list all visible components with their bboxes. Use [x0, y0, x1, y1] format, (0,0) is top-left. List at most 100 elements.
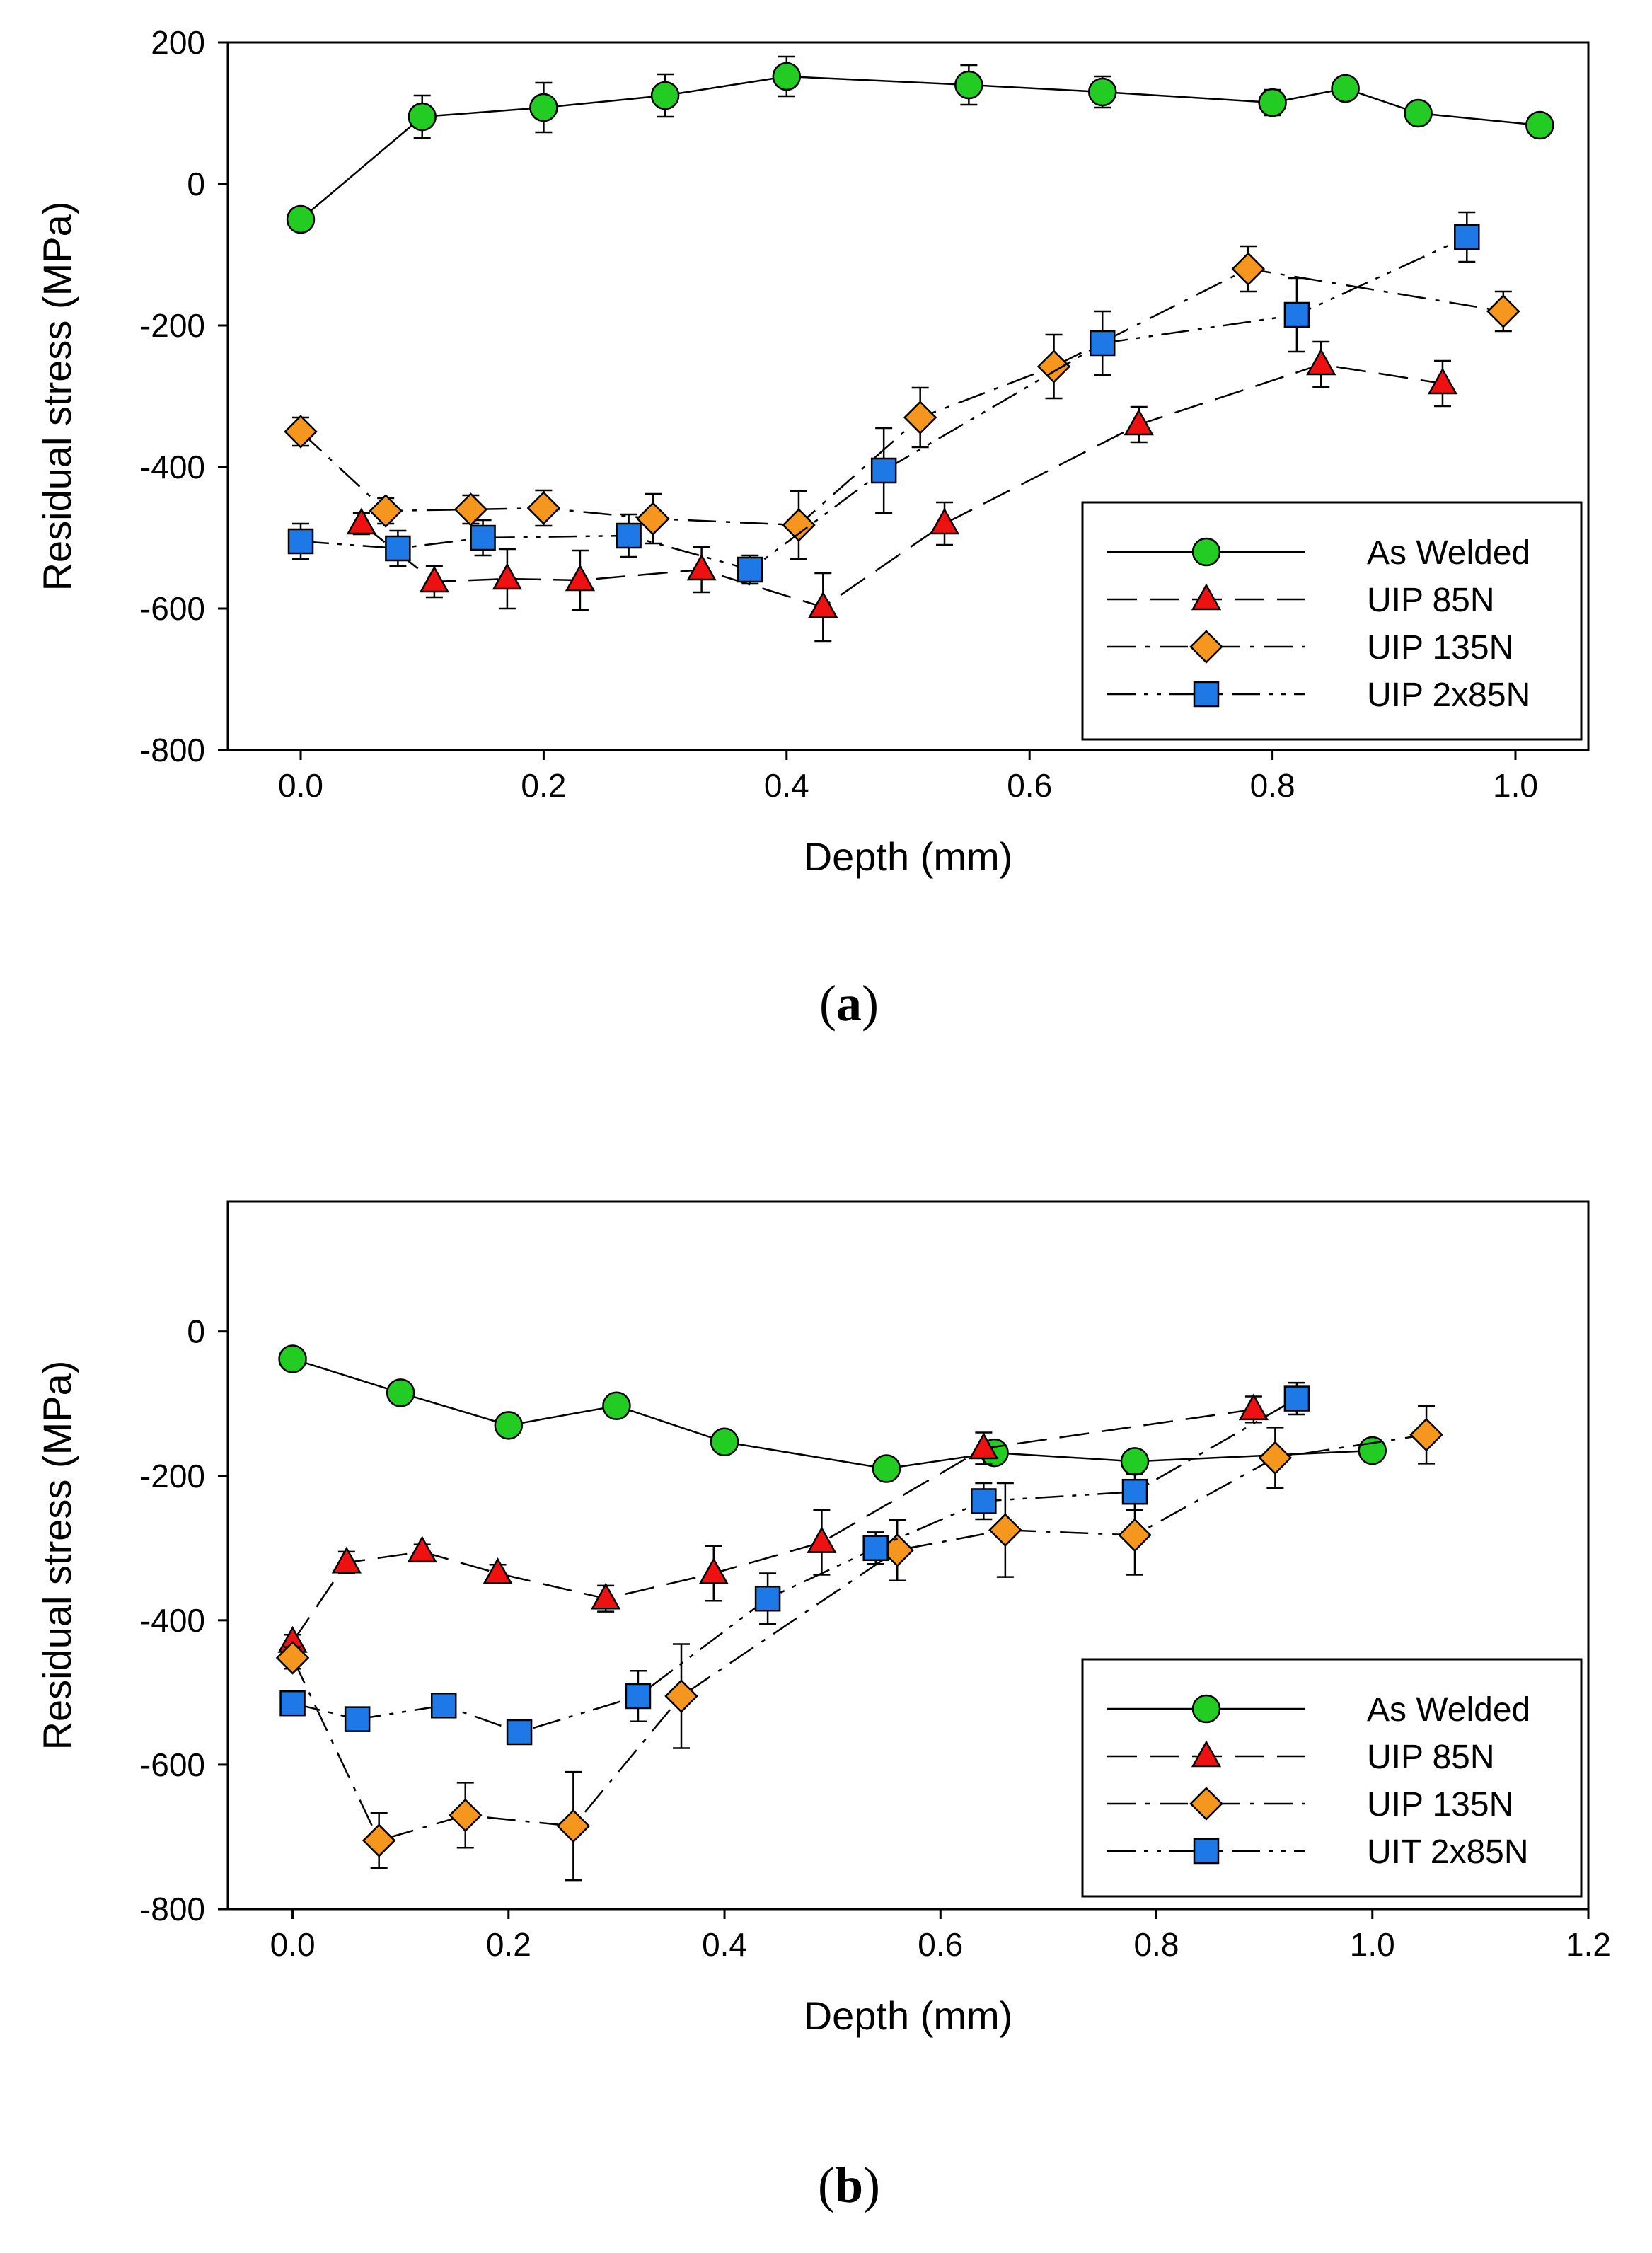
- data-point: [616, 522, 642, 549]
- data-point: [275, 1641, 310, 1675]
- y-tick-label: -400: [140, 1602, 205, 1639]
- data-point: [492, 563, 523, 590]
- series-uip-85n: [277, 1393, 1269, 1653]
- y-tick-label: -600: [140, 590, 205, 627]
- legend-marker: [1191, 1740, 1222, 1768]
- data-point: [470, 524, 496, 551]
- data-point: [1283, 1385, 1310, 1412]
- data-point: [556, 1809, 591, 1843]
- legend-label: UIP 85N: [1367, 1739, 1495, 1776]
- data-point: [870, 457, 897, 484]
- data-point: [872, 1454, 901, 1483]
- y-tick-label: 0: [187, 1313, 205, 1350]
- legend-frame: [1081, 501, 1583, 741]
- legend-label: UIP 135N: [1367, 629, 1513, 667]
- data-point: [284, 415, 318, 449]
- data-point: [903, 401, 937, 434]
- data-point: [331, 1546, 362, 1574]
- data-point: [506, 1719, 533, 1746]
- chart-panel-b: 0 -200 -400 -600 -800 0.0 0.2 0.4 0.6 0.8 1.0 1.2 De…: [35, 1200, 1611, 2038]
- y-tick-label: 200: [151, 24, 205, 61]
- data-point: [971, 1488, 997, 1514]
- data-point: [1089, 330, 1116, 357]
- legend: As Welded UIP 85N UIP 135N UIP 2x85N: [1081, 501, 1583, 741]
- data-point: [565, 564, 596, 592]
- data-point: [286, 204, 316, 234]
- data-point: [526, 491, 561, 525]
- legend-marker: [1193, 1838, 1220, 1865]
- data-point: [386, 1378, 415, 1407]
- data-point: [1454, 224, 1480, 250]
- legend-marker: [1191, 583, 1222, 611]
- data-point: [430, 1692, 457, 1719]
- x-tick-label: 0.2: [486, 1926, 531, 1963]
- legend-label: As Welded: [1367, 534, 1530, 572]
- data-point: [929, 507, 960, 535]
- data-point: [969, 1432, 999, 1460]
- series-line: [300, 267, 1504, 526]
- data-point: [602, 1391, 631, 1421]
- caption-b-letter: b: [835, 2157, 863, 2213]
- data-point: [1238, 1393, 1269, 1421]
- data-point: [362, 1823, 396, 1857]
- legend-marker: [1193, 681, 1220, 708]
- chart-panel-a: 200 0 -200 -400 -600 -800 0.0 0.2 0.4 0.6 0.8 1.0 De…: [35, 24, 1590, 879]
- legend-label: As Welded: [1367, 1691, 1530, 1729]
- series-as-welded: [278, 1344, 1387, 1483]
- x-tick-label: 0.6: [1007, 767, 1052, 804]
- data-point: [686, 553, 717, 581]
- y-axis-label: Residual stress (MPa): [35, 1361, 79, 1751]
- data-point: [1283, 301, 1310, 328]
- series-line: [291, 1434, 1427, 1842]
- data-point: [737, 556, 763, 583]
- data-point: [1258, 1441, 1293, 1475]
- data-point: [1087, 77, 1117, 107]
- data-point: [494, 1411, 524, 1440]
- data-point: [808, 591, 838, 618]
- data-point: [1036, 350, 1071, 384]
- data-point: [1427, 367, 1458, 395]
- data-point: [1231, 252, 1266, 286]
- y-tick-label: -600: [140, 1746, 205, 1783]
- x-axis-label: Depth (mm): [804, 834, 1013, 879]
- data-point: [346, 507, 376, 535]
- x-tick-label: 0.8: [1250, 767, 1295, 804]
- legend-marker: [1189, 1787, 1223, 1821]
- data-point: [650, 81, 680, 110]
- legend-label: UIP 85N: [1367, 582, 1495, 619]
- data-point: [407, 1535, 437, 1563]
- data-point: [1358, 1436, 1387, 1465]
- data-point: [1525, 110, 1554, 140]
- data-point: [448, 1798, 483, 1833]
- data-point: [1258, 88, 1287, 117]
- data-point: [754, 1585, 781, 1612]
- legend-label: UIT 2x85N: [1367, 1833, 1529, 1871]
- data-point: [1124, 408, 1154, 436]
- data-point: [1486, 294, 1520, 328]
- series-uip-135n: [275, 1405, 1443, 1882]
- x-axis-label: Depth (mm): [804, 1993, 1013, 2038]
- plot-frame: [226, 41, 1590, 751]
- x-tick-label: 0.4: [702, 1926, 747, 1963]
- data-point: [529, 93, 558, 122]
- y-tick-label: -400: [140, 449, 205, 485]
- x-tick-label: 1.0: [1350, 1926, 1395, 1963]
- data-point: [807, 1526, 837, 1553]
- caption-b: (b): [818, 2157, 880, 2213]
- data-point: [591, 1582, 621, 1610]
- data-point: [954, 70, 983, 100]
- data-point: [344, 1706, 371, 1732]
- x-tick-label: 0.6: [918, 1926, 963, 1963]
- y-tick-label: 0: [187, 166, 205, 202]
- data-point: [772, 62, 802, 91]
- data-point: [862, 1535, 889, 1562]
- caption-a-letter: a: [836, 975, 862, 1032]
- data-point: [279, 1690, 306, 1717]
- x-tick-label: 0.4: [764, 767, 809, 804]
- data-point: [1120, 1447, 1150, 1476]
- legend: As Welded UIP 85N UIP 135N UIT 2x85N: [1081, 1658, 1583, 1898]
- data-point: [385, 535, 411, 562]
- data-point: [988, 1513, 1022, 1548]
- y-tick-label: -800: [140, 1891, 205, 1928]
